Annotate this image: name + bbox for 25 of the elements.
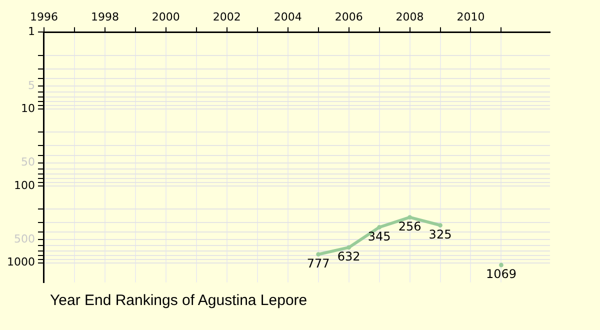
x-tick-label: 2002 (212, 10, 241, 24)
x-tick-label: 2006 (334, 10, 363, 24)
x-tick-label: 2008 (396, 10, 424, 24)
data-label: 1069 (486, 267, 516, 282)
data-label: 256 (398, 219, 422, 234)
point (377, 225, 382, 230)
point (316, 252, 321, 257)
data-label: 632 (337, 250, 360, 264)
x-tick-label: 2004 (274, 10, 302, 24)
x-tick-label: 1998 (90, 10, 119, 24)
point (346, 245, 352, 250)
point (499, 262, 504, 268)
x-tick-label: 1996 (30, 10, 58, 24)
x-tick-label: 2010 (456, 10, 485, 24)
x-tick-label: 2000 (152, 10, 180, 24)
data-label: 325 (428, 227, 452, 242)
y-tick-label: 1 (28, 25, 35, 38)
text: Year End Rankings of Agustina Lepore (49, 292, 308, 309)
data-label: 345 (368, 229, 391, 244)
y-tick-label: 100 (14, 178, 35, 192)
point (408, 215, 412, 220)
y-tick-label: 10 (20, 102, 35, 115)
y-tick-label: 1000 (6, 256, 35, 269)
point (438, 223, 442, 228)
data-label: 777 (306, 256, 330, 270)
